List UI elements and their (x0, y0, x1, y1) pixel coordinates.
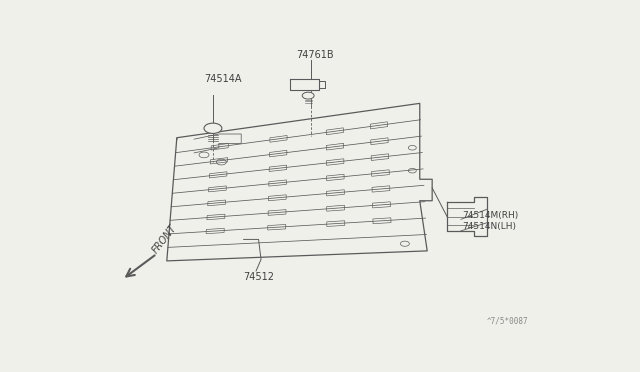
Circle shape (204, 123, 222, 134)
Text: 74761B: 74761B (296, 49, 333, 60)
Text: 74514A: 74514A (204, 74, 241, 84)
Text: ^7/5*0087: ^7/5*0087 (486, 317, 529, 326)
Text: FRONT: FRONT (150, 222, 179, 255)
Circle shape (302, 92, 314, 99)
Text: 74514N(LH): 74514N(LH) (462, 222, 516, 231)
Text: 74514M(RH): 74514M(RH) (462, 211, 518, 220)
Text: 74512: 74512 (244, 272, 275, 282)
